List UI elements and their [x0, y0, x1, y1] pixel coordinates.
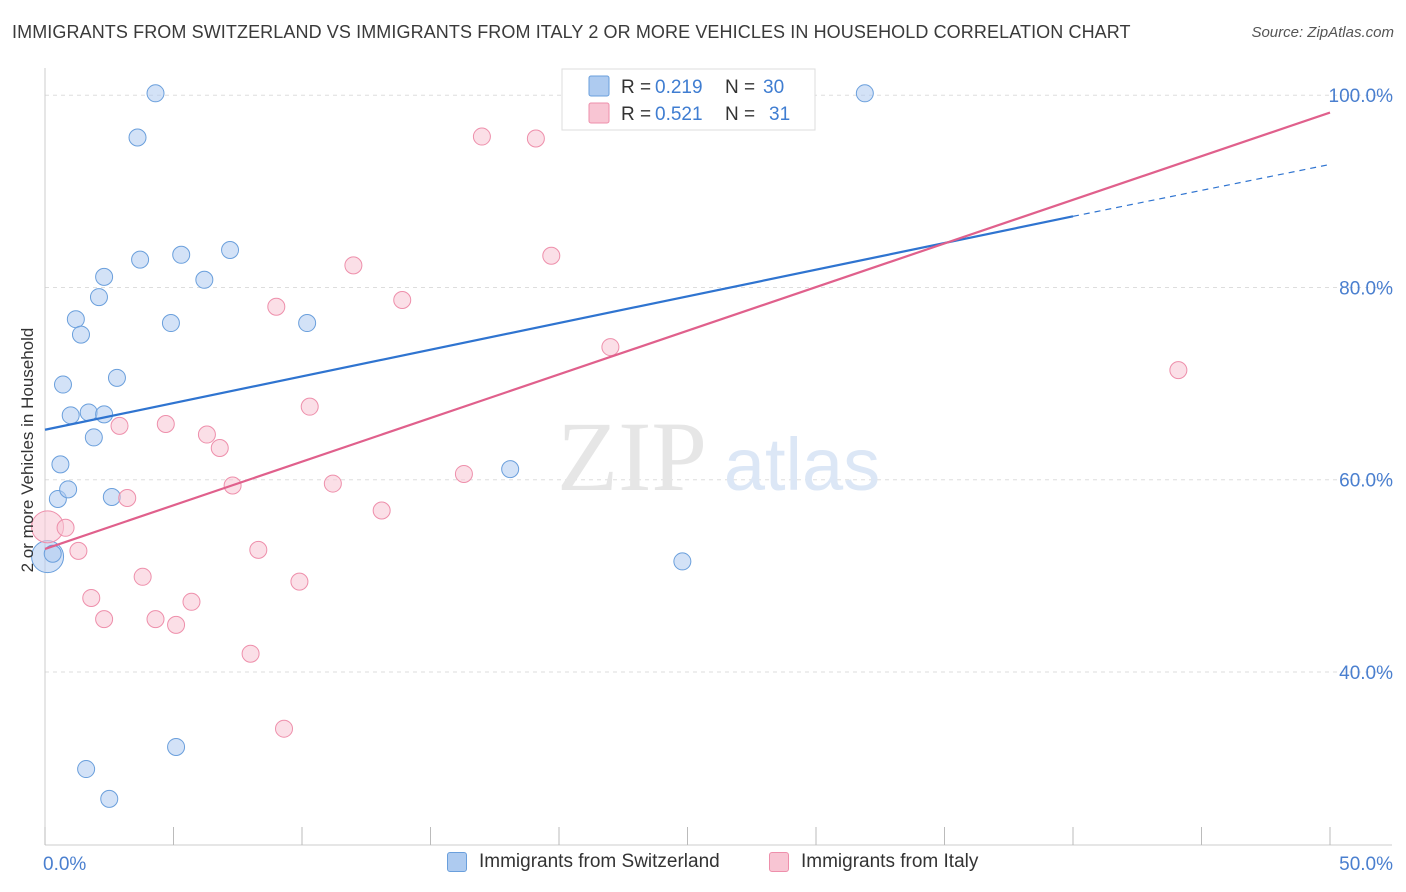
point-italy: [118, 488, 137, 507]
point-italy: [241, 644, 260, 663]
point-switzerland: [167, 737, 186, 756]
point-switzerland: [131, 250, 150, 269]
point-italy: [526, 129, 545, 148]
y-axis-label-wrap: 2 or more Vehicles in Household: [16, 300, 40, 600]
point-italy: [472, 127, 491, 146]
legend-swatch-italy: [588, 102, 610, 124]
bottom-legend-item-italy: Immigrants from Italy: [769, 851, 978, 873]
point-italy: [110, 416, 129, 435]
legend-swatch-switzerland: [588, 75, 610, 97]
point-switzerland: [66, 310, 85, 329]
data-points: [31, 84, 1188, 808]
legend-r-value: 0.219: [655, 77, 703, 98]
point-switzerland: [102, 488, 121, 507]
legend-swatch-italy: [769, 852, 789, 872]
point-switzerland: [195, 270, 214, 289]
point-italy: [290, 572, 309, 591]
point-switzerland: [172, 245, 191, 264]
point-italy: [156, 414, 175, 433]
watermark-zip: ZIP: [557, 401, 707, 512]
point-switzerland: [221, 240, 240, 259]
point-italy: [267, 297, 286, 316]
legend-n-value: 31: [769, 104, 790, 125]
trend-line-italy: [44, 111, 1331, 550]
point-italy: [167, 615, 186, 634]
point-italy: [133, 567, 152, 586]
point-italy: [454, 464, 473, 483]
legend-swatch-switzerland: [447, 852, 467, 872]
bottom-legend: Immigrants from Switzerland Immigrants f…: [0, 851, 1406, 881]
legend-label-switzerland: Immigrants from Switzerland: [479, 851, 720, 872]
source-credit: Source: ZipAtlas.com: [1251, 24, 1394, 41]
trend-line-switzerland: [44, 215, 1074, 431]
point-italy: [344, 256, 363, 275]
y-tick-label: 100.0%: [1329, 86, 1394, 107]
point-italy: [146, 610, 165, 629]
point-switzerland: [95, 267, 114, 286]
legend-r-label: R =: [621, 104, 651, 125]
point-italy: [275, 719, 294, 738]
bottom-legend-item-switzerland: Immigrants from Switzerland: [447, 851, 720, 873]
point-switzerland: [61, 406, 80, 425]
y-tick-label: 60.0%: [1339, 471, 1393, 492]
point-switzerland: [298, 314, 317, 333]
legend-r-value: 0.521: [655, 104, 703, 125]
point-switzerland: [161, 314, 180, 333]
point-italy: [56, 518, 75, 537]
point-switzerland: [107, 368, 126, 387]
point-switzerland: [146, 84, 165, 103]
point-switzerland: [128, 128, 147, 147]
point-italy: [393, 290, 412, 309]
point-italy: [372, 501, 391, 520]
legend-n-value: 30: [763, 77, 784, 98]
point-switzerland: [71, 325, 90, 344]
point-italy: [601, 338, 620, 357]
point-italy: [197, 425, 216, 444]
watermark: ZIP atlas: [557, 401, 880, 512]
legend-r-label: R =: [621, 77, 651, 98]
point-italy: [69, 541, 88, 560]
legend-n-label: N =: [725, 77, 755, 98]
point-switzerland: [84, 428, 103, 447]
point-italy: [1169, 361, 1188, 380]
gridlines: [45, 94, 1392, 673]
x-tick-label: 50.0%: [1339, 854, 1393, 875]
point-switzerland: [501, 460, 520, 479]
point-italy: [323, 474, 342, 493]
x-tick-label: 0.0%: [43, 854, 86, 875]
y-tick-label: 40.0%: [1339, 663, 1393, 684]
point-switzerland: [100, 789, 119, 808]
point-italy: [542, 246, 561, 265]
point-switzerland: [855, 84, 874, 103]
point-switzerland: [95, 405, 114, 424]
point-italy: [182, 592, 201, 611]
point-switzerland: [89, 288, 108, 307]
point-switzerland: [59, 480, 78, 499]
point-italy: [300, 397, 319, 416]
legend-label-italy: Immigrants from Italy: [801, 851, 979, 872]
legend-n-label: N =: [725, 104, 755, 125]
point-switzerland: [673, 552, 692, 571]
legend: R = 0.219 N = 30 R = 0.521 N = 31: [561, 68, 816, 131]
point-italy: [210, 439, 229, 458]
point-italy: [82, 588, 101, 607]
axes: [44, 68, 1392, 846]
point-italy: [95, 610, 114, 629]
y-axis-label: 2 or more Vehicles in Household: [18, 327, 37, 573]
point-switzerland: [51, 455, 70, 474]
watermark-atlas: atlas: [724, 423, 880, 506]
y-tick-label: 80.0%: [1339, 278, 1393, 299]
point-switzerland: [53, 375, 72, 394]
point-italy: [249, 540, 268, 559]
trend-extension-switzerland: [1072, 163, 1331, 217]
tick-labels: 40.0% 60.0% 80.0% 100.0% 0.0% 50.0%: [43, 86, 1393, 875]
trend-lines: [44, 111, 1331, 550]
chart-title: IMMIGRANTS FROM SWITZERLAND VS IMMIGRANT…: [12, 22, 1131, 42]
point-switzerland: [77, 760, 96, 779]
